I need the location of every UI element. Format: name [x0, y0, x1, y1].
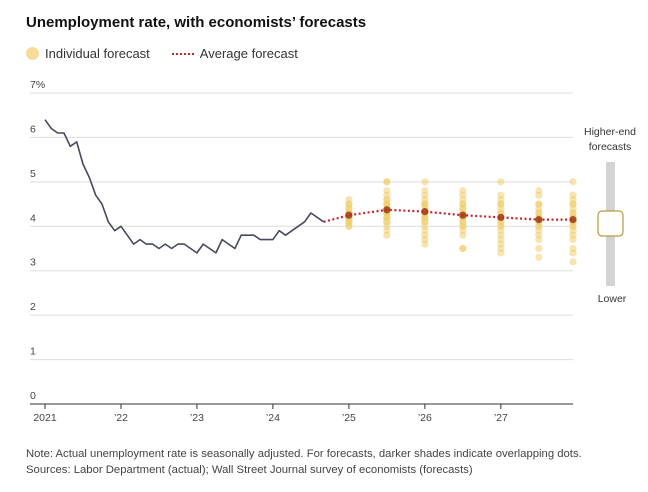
slider-bottom-label: Lower [597, 293, 627, 305]
forecast-dot [535, 191, 543, 199]
forecast-dot [535, 236, 543, 244]
x-tick-label: 2021 [33, 412, 57, 424]
forecast-dot [383, 231, 391, 239]
x-tick-label: ’24 [266, 412, 280, 424]
x-tick-label: ’23 [190, 412, 204, 424]
forecast-dot-overlap [421, 208, 429, 216]
forecast-dot-overlap [345, 211, 353, 219]
forecast-dot [569, 249, 577, 257]
forecast-dot [569, 178, 577, 186]
y-tick-label: 4 [30, 212, 36, 224]
legend: Individual forecast Average forecast [26, 46, 298, 61]
forecast-dot [497, 178, 505, 186]
legend-individual-label: Individual forecast [45, 46, 150, 61]
y-tick-label: 2 [30, 301, 36, 313]
y-tick-label: 7% [30, 79, 45, 91]
y-tick-label: 0 [30, 390, 36, 402]
x-tick-label: ’26 [418, 412, 432, 424]
note-text: Note: Actual unemployment rate is season… [26, 448, 582, 460]
forecast-dot [497, 249, 505, 257]
average-forecast-line [323, 208, 573, 223]
slider-handle[interactable] [597, 210, 624, 237]
forecast-dot-overlap [497, 213, 505, 221]
forecast-dot [421, 240, 429, 248]
actual-unemployment-line [44, 119, 325, 254]
x-tick-label: ’27 [494, 412, 508, 424]
legend-average-label: Average forecast [199, 46, 298, 61]
forecast-dot [383, 178, 391, 186]
x-tick-label: ’25 [342, 412, 356, 424]
sources-text: Sources: Labor Department (actual); Wall… [26, 464, 473, 476]
forecast-dot [459, 244, 467, 253]
forecast-dot [459, 231, 467, 239]
forecast-dot [535, 244, 543, 253]
chart-notes: Note: Actual unemployment rate is season… [26, 446, 582, 478]
slider-top-label: Higher-end forecasts [584, 126, 636, 153]
y-tick-label: 1 [30, 346, 36, 358]
x-tick-label: ’22 [114, 412, 128, 424]
chart-title: Unemployment rate, with economists’ fore… [26, 14, 367, 31]
forecast-dot-overlap [569, 216, 577, 224]
y-tick-label: 3 [30, 257, 36, 269]
individual-forecast-swatch [26, 47, 39, 60]
forecast-dot [535, 253, 543, 261]
forecast-dot [569, 258, 577, 266]
forecast-dot [345, 222, 353, 230]
forecast-dot [421, 178, 429, 186]
y-tick-label: 6 [30, 123, 36, 135]
y-tick-label: 5 [30, 168, 36, 180]
average-forecast-swatch [171, 52, 194, 55]
forecast-dot [569, 236, 577, 244]
